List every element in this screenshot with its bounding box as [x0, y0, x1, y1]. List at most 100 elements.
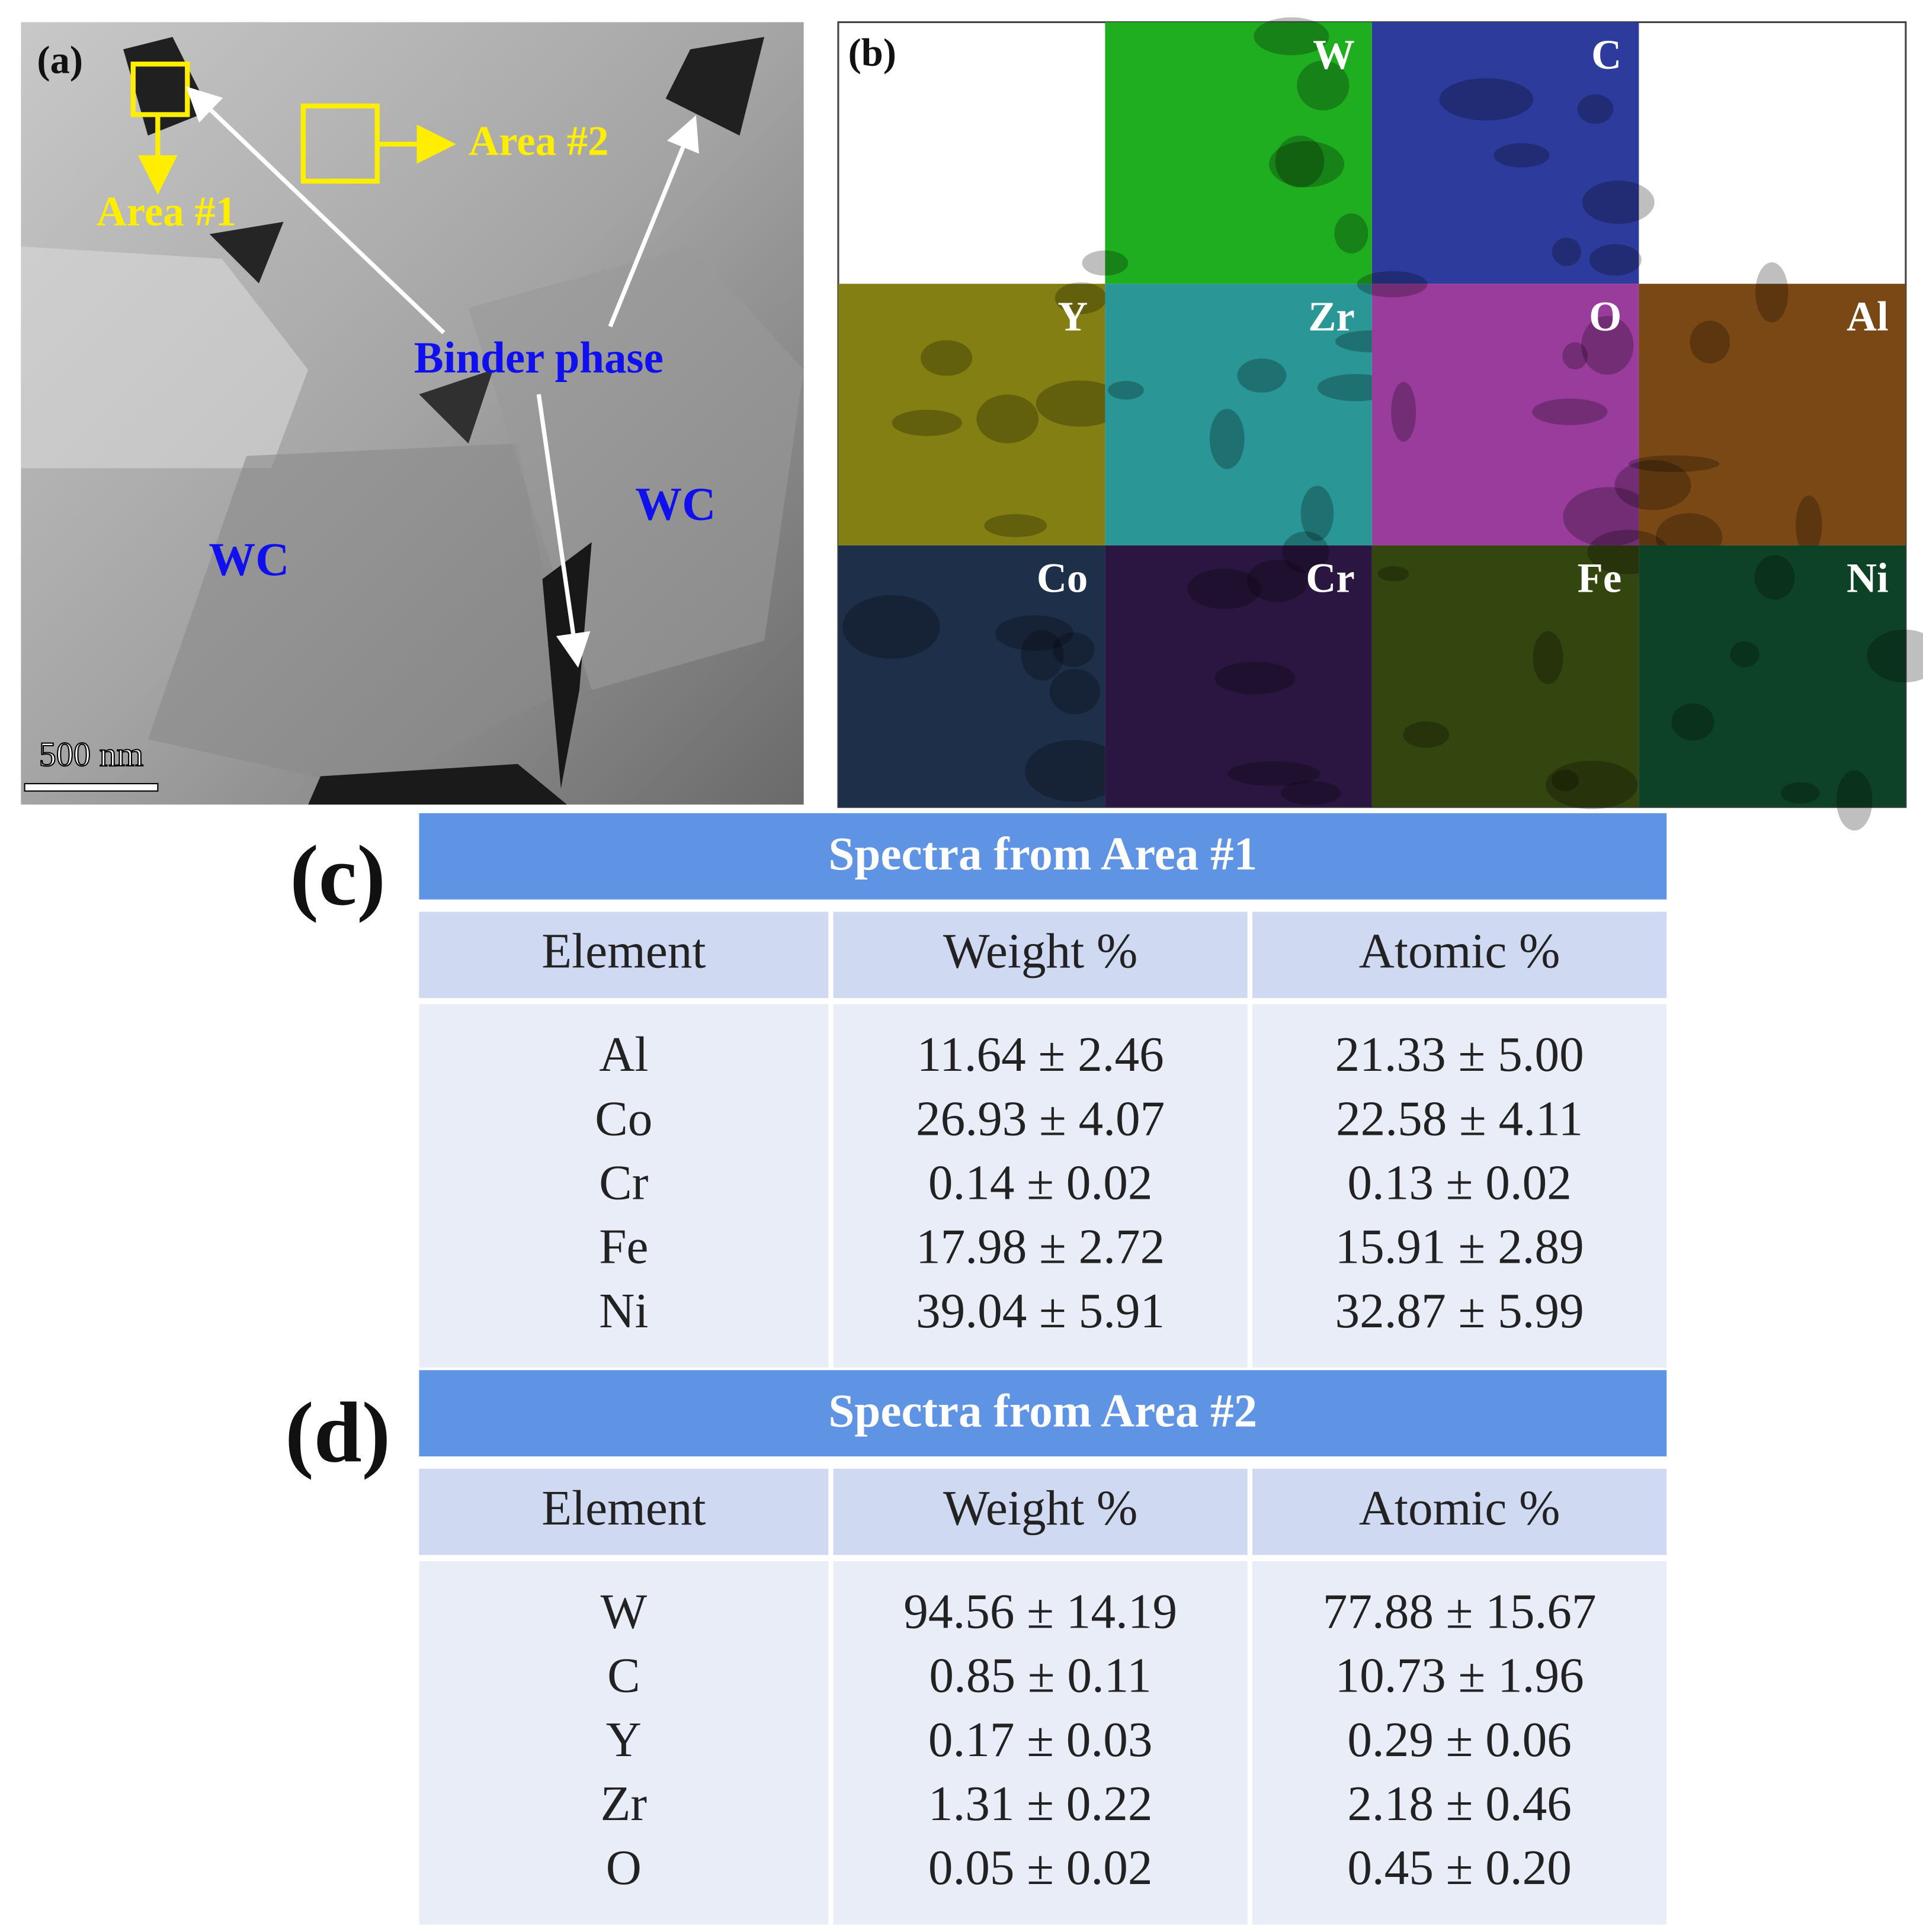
panel-label: (d)	[285, 1384, 390, 1480]
table-cell: 77.88 ± 15.67	[1323, 1585, 1597, 1639]
column-header: Atomic %	[1359, 924, 1560, 978]
body-cell	[833, 1004, 1248, 1368]
annotation: Area #1	[97, 188, 236, 235]
table-cell: O	[606, 1841, 642, 1895]
table-cell: 0.29 ± 0.06	[1347, 1713, 1572, 1767]
element-map	[1639, 284, 1906, 545]
panel-label: (c)	[290, 827, 386, 923]
element-map	[1105, 284, 1372, 545]
table-cell: 0.45 ± 0.20	[1347, 1841, 1572, 1895]
annotation: Binder phase	[414, 333, 664, 383]
map-texture	[1237, 358, 1287, 393]
element-label: Al	[1847, 294, 1889, 340]
table-cell: 0.13 ± 0.02	[1347, 1156, 1572, 1211]
map-texture	[1049, 669, 1101, 715]
scale-bar-label: 500 nm	[39, 735, 143, 774]
body-cell	[833, 1561, 1248, 1925]
table-cell: 11.64 ± 2.46	[917, 1028, 1164, 1082]
map-texture	[842, 595, 940, 659]
table-title: Spectra from Area #2	[828, 1385, 1257, 1437]
map-texture	[1082, 250, 1129, 276]
element-label: Cr	[1306, 556, 1354, 602]
map-texture	[892, 409, 962, 437]
map-texture	[1562, 342, 1588, 370]
map-texture	[1563, 487, 1653, 547]
map-texture	[1533, 631, 1563, 685]
element-label: O	[1589, 294, 1621, 340]
column-header: Weight %	[943, 924, 1137, 978]
body-cell	[419, 1561, 829, 1925]
map-texture	[1021, 630, 1064, 681]
table-cell: 10.73 ± 1.96	[1335, 1649, 1584, 1703]
map-texture	[1403, 721, 1450, 748]
table-cell: 0.05 ± 0.02	[928, 1841, 1153, 1895]
element-map	[1105, 545, 1372, 807]
element-label: Ni	[1847, 556, 1889, 602]
map-texture	[984, 514, 1047, 537]
map-texture	[1187, 569, 1261, 609]
element-label: Zr	[1308, 294, 1355, 340]
map-texture	[1036, 380, 1124, 427]
element-map	[1105, 22, 1372, 284]
map-texture	[1334, 213, 1368, 253]
element-label: Fe	[1578, 556, 1622, 602]
element-label: Y	[1057, 294, 1088, 340]
map-texture	[1867, 629, 1923, 683]
table-cell: 32.87 ± 5.99	[1335, 1284, 1584, 1339]
table-cell: 1.31 ± 0.22	[928, 1777, 1153, 1831]
map-texture	[1391, 381, 1416, 442]
column-header: Element	[541, 924, 706, 978]
header-cell	[1252, 1468, 1667, 1555]
map-texture	[1545, 760, 1638, 810]
binder-arrows	[186, 86, 699, 668]
map-texture	[1589, 244, 1642, 276]
element-map	[1371, 545, 1639, 807]
table-cell: Ni	[599, 1284, 648, 1339]
element-map	[1639, 545, 1906, 807]
map-texture	[1493, 143, 1550, 168]
map-texture	[1552, 238, 1581, 267]
table-title: Spectra from Area #1	[828, 829, 1257, 880]
map-texture	[1281, 781, 1341, 805]
map-texture	[1214, 662, 1296, 695]
table-cell: W	[601, 1585, 648, 1639]
map-texture	[1614, 460, 1691, 511]
table-cell: Al	[599, 1028, 648, 1082]
table-cell: Cr	[599, 1156, 648, 1211]
element-map	[1371, 284, 1639, 545]
column-header: Atomic %	[1359, 1481, 1560, 1536]
map-texture	[1269, 141, 1345, 188]
map-texture	[1254, 17, 1329, 56]
element-label: Co	[1037, 556, 1088, 602]
header-cell	[833, 1468, 1248, 1555]
map-texture	[1836, 770, 1873, 831]
table-title-bar	[419, 813, 1667, 900]
table-cell: Y	[606, 1713, 642, 1767]
annotation: WC	[635, 479, 716, 530]
map-texture	[1282, 531, 1329, 573]
table-cell: 0.85 ± 0.11	[929, 1649, 1152, 1703]
map-texture	[976, 394, 1039, 444]
body-cell	[1252, 1561, 1667, 1925]
map-texture	[1246, 560, 1308, 602]
panel-label: (a)	[37, 38, 83, 82]
table-cell: 22.58 ± 4.11	[1336, 1092, 1583, 1146]
map-texture	[1024, 740, 1123, 802]
header-cell	[419, 912, 829, 999]
header-cell	[833, 912, 1248, 999]
table-cell: 26.93 ± 4.07	[916, 1092, 1165, 1146]
table-cell: 15.91 ± 2.89	[1335, 1220, 1584, 1275]
map-texture	[1357, 271, 1428, 297]
table-title-bar	[419, 1370, 1667, 1456]
table-cell: 2.18 ± 0.46	[1347, 1777, 1572, 1831]
column-header: Element	[541, 1481, 706, 1536]
map-texture	[1754, 555, 1795, 600]
map-texture	[1796, 495, 1822, 555]
table-cell: 94.56 ± 14.19	[903, 1585, 1177, 1639]
scale-bar	[24, 783, 159, 792]
table-cell: 39.04 ± 5.91	[916, 1284, 1165, 1339]
table-cell: Zr	[601, 1777, 648, 1831]
element-label: C	[1591, 32, 1621, 78]
